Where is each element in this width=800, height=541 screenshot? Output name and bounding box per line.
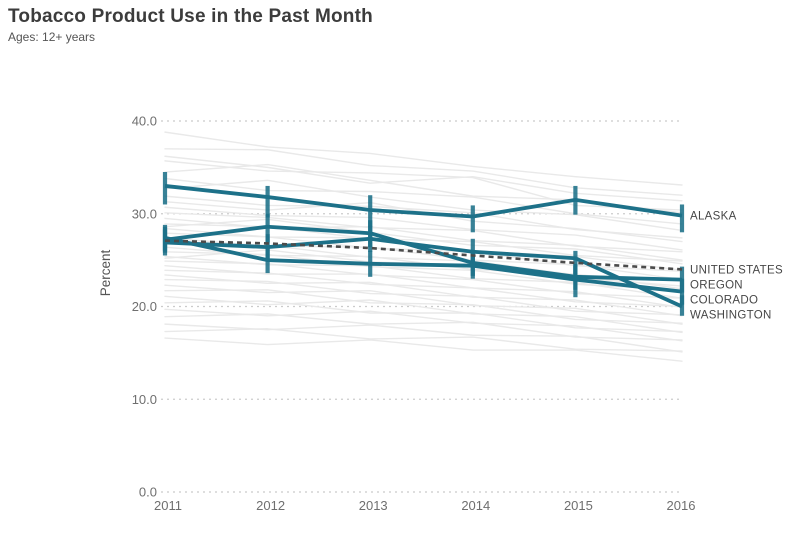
page-subtitle: Ages: 12+ years (8, 30, 96, 44)
background-state-line (164, 160, 683, 211)
x-tick-label: 2013 (359, 498, 388, 513)
background-state-line (164, 131, 683, 186)
chart-header: Tobacco Product Use in the Past Month Ag… (8, 6, 373, 44)
gridlines: 40.0 30.0 20.0 10.0 0.0 (132, 114, 680, 500)
x-tick-label: 2014 (461, 498, 490, 513)
background-state-line (164, 328, 683, 352)
background-state-line (164, 313, 683, 341)
y-tick-label: 20.0 (132, 299, 157, 314)
y-tick-label: 0.0 (139, 485, 157, 500)
series-labels: ALASKA UNITED STATES OREGON COLORADO WASHING… (690, 211, 783, 322)
x-tick-label: 2016 (667, 498, 696, 513)
series-line-washington[interactable] (164, 236, 683, 309)
background-state-line (164, 177, 683, 225)
y-tick-label: 10.0 (132, 392, 157, 407)
series-label-alaska: ALASKA (690, 211, 737, 223)
background-state-line (164, 179, 683, 232)
series-line-oregon[interactable] (164, 224, 683, 282)
background-state-line (164, 206, 683, 251)
x-tick-label: 2015 (564, 498, 593, 513)
background-state-line (164, 295, 683, 334)
y-tick-label: 40.0 (132, 114, 157, 129)
series-lines (164, 184, 683, 309)
y-tick-label: 30.0 (132, 206, 157, 221)
series-label-oregon: OREGON (690, 279, 743, 291)
series-line-united-states[interactable] (164, 239, 683, 271)
background-state-line (164, 300, 683, 333)
page-title: Tobacco Product Use in the Past Month (8, 6, 373, 27)
series-line-colorado[interactable] (164, 236, 683, 294)
background-state-line (164, 274, 683, 317)
series-label-washington: WASHINGTON (690, 309, 772, 321)
background-state-line (164, 289, 683, 324)
y-axis-title: Percent (98, 249, 113, 296)
background-state-line (164, 284, 683, 325)
x-axis: 2011 2012 2013 2014 2015 2016 (154, 498, 695, 513)
background-state-line (164, 337, 683, 362)
background-state-line (164, 218, 683, 265)
background-state-line (164, 223, 683, 262)
series-label-united-states: UNITED STATES (690, 264, 783, 276)
x-tick-label: 2012 (256, 498, 285, 513)
background-state-line (164, 148, 683, 196)
series-label-colorado: COLORADO (690, 294, 758, 306)
x-tick-label: 2011 (154, 498, 182, 513)
series-line-alaska[interactable] (164, 184, 683, 219)
background-state-line (164, 278, 683, 316)
